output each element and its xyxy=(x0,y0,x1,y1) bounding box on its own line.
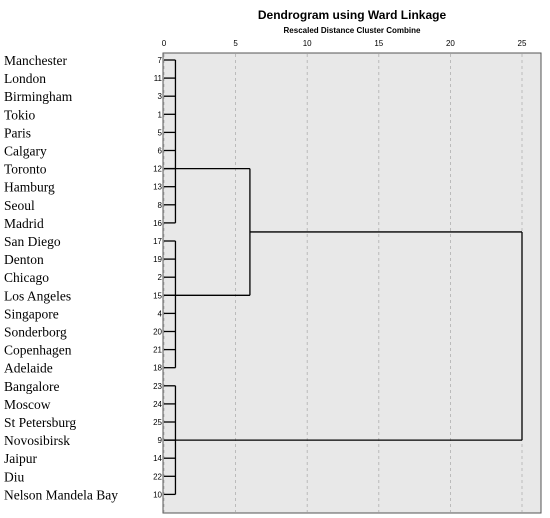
case-number: 10 xyxy=(153,490,162,499)
x-axis-ticks: 0 5 10 15 20 25 xyxy=(162,39,527,48)
case-number: 22 xyxy=(153,472,162,481)
x-tick-label: 15 xyxy=(374,39,383,48)
leaf-name: Bangalore xyxy=(4,379,59,394)
chart-title: Dendrogram using Ward Linkage xyxy=(258,8,447,22)
case-number: 20 xyxy=(153,328,162,337)
leaf-name: Manchester xyxy=(4,53,67,68)
leaf-name: Diu xyxy=(4,469,25,484)
case-number: 3 xyxy=(158,92,163,101)
case-number: 17 xyxy=(153,237,162,246)
leaf-name: San Diego xyxy=(4,234,61,249)
case-number: 7 xyxy=(158,56,163,65)
leaf-name: Jaipur xyxy=(4,451,37,466)
case-number: 18 xyxy=(153,364,162,373)
x-tick-label: 20 xyxy=(446,39,455,48)
dendrogram-branches xyxy=(164,59,523,496)
leaf-name: Nelson Mandela Bay xyxy=(4,487,118,502)
case-number: 25 xyxy=(153,418,162,427)
leaf-name: Los Angeles xyxy=(4,288,71,303)
leaf-name: Birmingham xyxy=(4,89,73,104)
leaf-name: St Petersburg xyxy=(4,415,76,430)
case-number: 14 xyxy=(153,454,162,463)
leaf-name: Calgary xyxy=(4,144,47,159)
case-number: 15 xyxy=(153,291,162,300)
case-number: 19 xyxy=(153,255,162,264)
leaf-labels: Manchester London Birmingham Tokio Paris Calg… xyxy=(4,53,118,502)
case-number: 4 xyxy=(158,309,163,318)
case-number-labels: 7113156121381617192154202118232425914221… xyxy=(153,56,162,499)
case-number: 1 xyxy=(158,110,163,119)
leaf-name: Sonderborg xyxy=(4,325,67,340)
case-number: 6 xyxy=(158,147,163,156)
chart-subtitle: Rescaled Distance Cluster Combine xyxy=(284,26,421,35)
x-tick-label: 25 xyxy=(518,39,527,48)
leaf-name: Moscow xyxy=(4,397,51,412)
case-number: 21 xyxy=(153,346,162,355)
leaf-name: Singapore xyxy=(4,306,59,321)
leaf-name: Denton xyxy=(4,252,44,267)
leaf-name: Chicago xyxy=(4,270,49,285)
case-number: 16 xyxy=(153,219,162,228)
leaf-name: Novosibirsk xyxy=(4,433,70,448)
x-tick-label: 0 xyxy=(162,39,167,48)
case-number: 5 xyxy=(158,128,163,137)
x-tick-label: 5 xyxy=(233,39,238,48)
case-number: 24 xyxy=(153,400,162,409)
x-tick-label: 10 xyxy=(303,39,312,48)
leaf-name: Paris xyxy=(4,125,31,140)
case-number: 9 xyxy=(158,436,163,445)
case-number: 8 xyxy=(158,201,163,210)
leaf-name: Hamburg xyxy=(4,180,55,195)
leaf-name: Tokio xyxy=(4,107,36,122)
leaf-name: Seoul xyxy=(4,198,35,213)
case-number: 2 xyxy=(158,273,163,282)
case-number: 11 xyxy=(154,74,163,83)
leaf-name: Copenhagen xyxy=(4,343,72,358)
leaf-name: London xyxy=(4,71,46,86)
case-number: 23 xyxy=(153,382,162,391)
case-number: 12 xyxy=(153,165,162,174)
case-number: 13 xyxy=(153,183,162,192)
leaf-name: Madrid xyxy=(4,216,44,231)
leaf-name: Adelaide xyxy=(4,361,53,376)
plot-area xyxy=(162,52,542,514)
leaf-name: Toronto xyxy=(4,162,47,177)
